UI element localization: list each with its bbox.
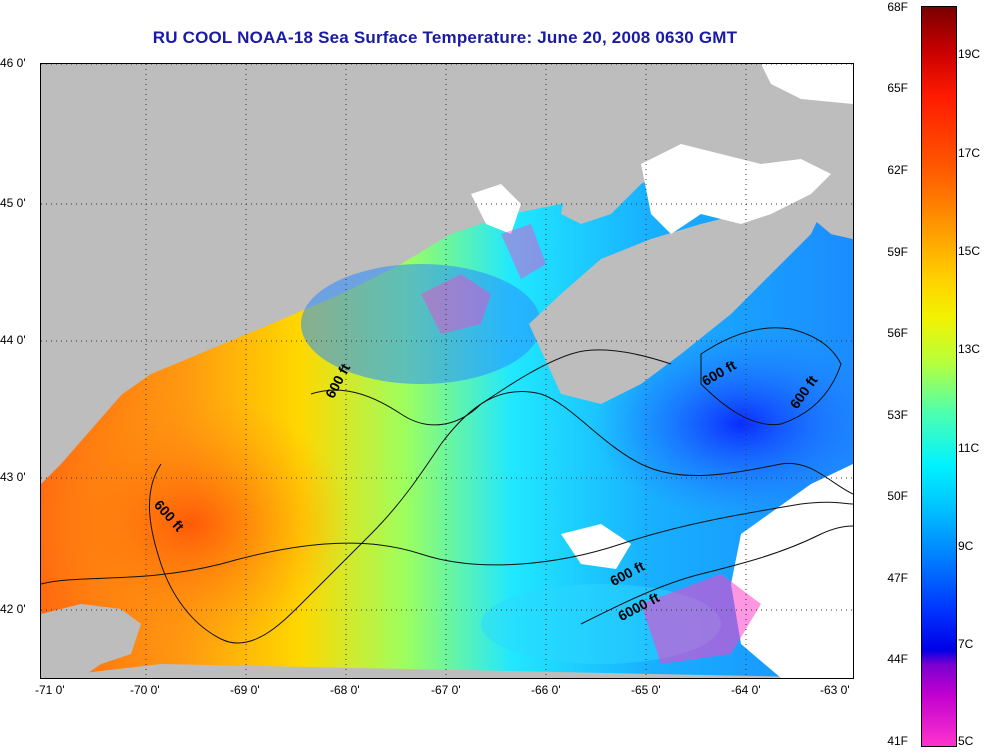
colorbar-celsius-label: 17C (958, 146, 981, 160)
warm-water-region (41, 394, 351, 654)
colorbar-fahrenheit-label: 53F (887, 408, 908, 422)
colorbar-fahrenheit-label: 47F (887, 571, 908, 585)
colorbar-celsius-label: 13C (958, 342, 981, 356)
colorbar-celsius-label: 15C (958, 244, 981, 258)
colorbar-fahrenheit-label: 65F (887, 81, 908, 95)
longitude-label: -65 0' (631, 683, 661, 697)
latitude-label: 44 0' (0, 333, 26, 347)
contour-600ft (41, 327, 853, 644)
map-title: RU COOL NOAA-18 Sea Surface Temperature:… (152, 28, 738, 47)
graticule (41, 64, 853, 678)
latitude-label: 46 0' (0, 56, 26, 70)
latitude-label: 45 0' (0, 196, 26, 210)
cloud-patch (641, 144, 831, 234)
land-strip (41, 664, 853, 678)
colorbar-fahrenheit-label: 50F (887, 489, 908, 503)
colorbar-fahrenheit-label: 68F (887, 0, 908, 14)
sst-map: 600 ft 600 ft 600 ft 600 ft 600 ft 6000 … (40, 63, 854, 679)
latitude-label: 43 0' (0, 470, 26, 484)
cape-cod-land (41, 604, 141, 678)
longitude-label: -63 0' (820, 683, 850, 697)
colorbar-fahrenheit-label: 44F (887, 652, 908, 666)
cool-water-region (591, 329, 853, 519)
sst-map-graphic (41, 64, 853, 678)
longitude-label: -71 0' (35, 683, 65, 697)
longitude-label: -69 0' (230, 683, 260, 697)
latitude-label: 42 0' (0, 602, 26, 616)
colorbar-fahrenheit-label: 56F (887, 326, 908, 340)
contour-6000ft (580, 525, 853, 625)
longitude-label: -68 0' (330, 683, 360, 697)
colorbar-fahrenheit-label: 59F (887, 245, 908, 259)
longitude-label: -64 0' (731, 683, 761, 697)
colorbar-fahrenheit-label: 41F (887, 734, 908, 748)
colorbar-celsius-label: 11C (958, 441, 980, 455)
longitude-label: -70 0' (130, 683, 160, 697)
colorbar-celsius-label: 19C (958, 47, 981, 61)
temperature-colorbar (921, 6, 957, 747)
maine-coast-land (41, 64, 601, 484)
longitude-label: -67 0' (431, 683, 461, 697)
colorbar-fahrenheit-label: 62F (887, 163, 908, 177)
colorbar-celsius-label: 5C (958, 734, 974, 748)
colorbar-celsius-label: 9C (958, 539, 974, 553)
nova-scotia-land (529, 184, 831, 404)
colorbar-celsius-label: 7C (958, 637, 974, 651)
longitude-label: -66 0' (531, 683, 561, 697)
